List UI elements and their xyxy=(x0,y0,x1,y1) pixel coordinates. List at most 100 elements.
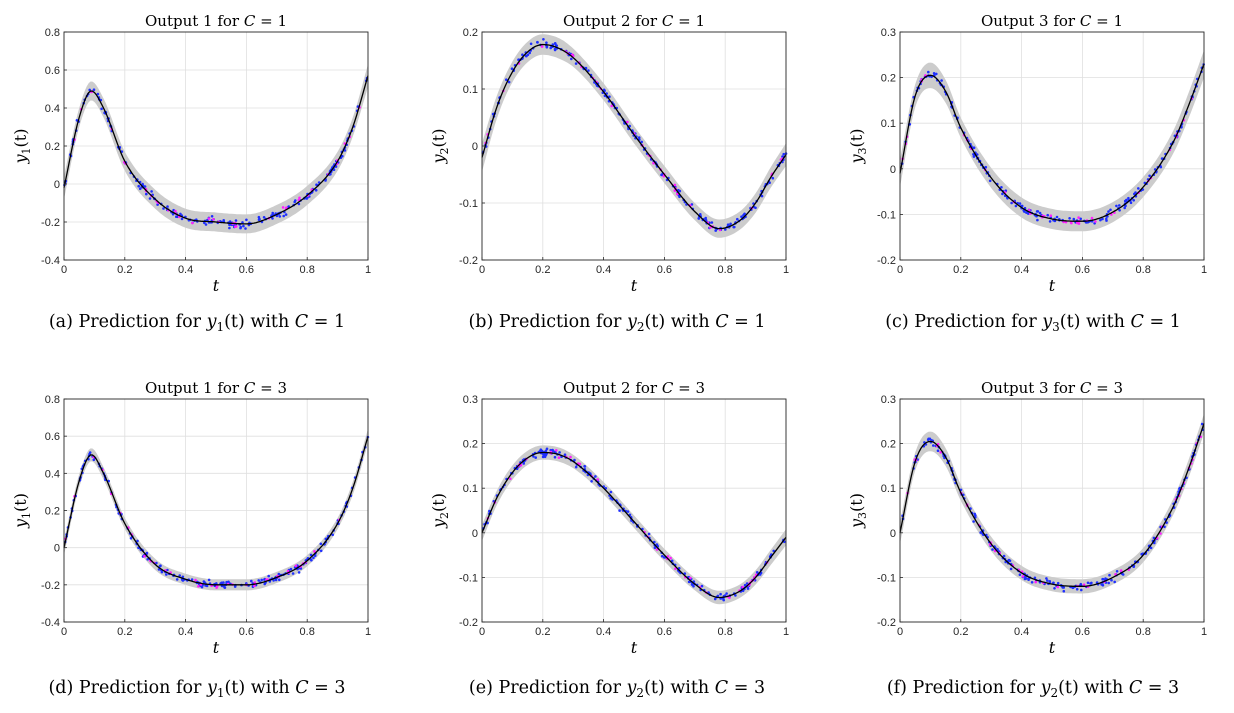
plot-area xyxy=(482,399,786,622)
subplot-title: Output 3 for C = 3 xyxy=(981,379,1123,397)
x-tick-label: 0 xyxy=(479,626,485,638)
observation-point xyxy=(1137,187,1140,190)
observation-point xyxy=(88,451,92,454)
x-axis-label: t xyxy=(1049,276,1056,295)
observation-point xyxy=(729,222,732,226)
observation-point xyxy=(92,458,96,462)
y-tick-label: -0.1 xyxy=(877,572,896,584)
observation-point xyxy=(159,564,162,567)
observation-point xyxy=(291,572,295,575)
observation-point xyxy=(710,221,714,224)
observation-point xyxy=(250,579,253,583)
mean-prediction-line xyxy=(63,436,369,586)
confidence-band xyxy=(900,413,1204,594)
observation-point xyxy=(129,537,133,540)
test-point xyxy=(207,217,211,220)
observation-point xyxy=(507,80,511,84)
x-tick-label: 0.6 xyxy=(657,626,672,638)
test-point xyxy=(1056,585,1060,589)
test-point xyxy=(689,576,692,580)
test-point xyxy=(674,567,677,570)
test-point xyxy=(1090,216,1094,220)
observation-point xyxy=(166,205,169,208)
test-point xyxy=(174,209,177,213)
observation-point xyxy=(1123,199,1127,203)
observation-point xyxy=(534,456,537,459)
y-tick-label: 0.8 xyxy=(45,27,60,39)
y-tick-label: 0 xyxy=(54,179,60,191)
mean-prediction-line xyxy=(481,43,787,230)
observation-point xyxy=(257,579,261,582)
observation-point xyxy=(740,215,743,218)
observation-point xyxy=(239,225,242,229)
observation-point xyxy=(647,532,651,536)
x-tick-label: 0 xyxy=(479,264,485,276)
x-tick-label: 0 xyxy=(897,626,903,638)
observation-point xyxy=(312,556,315,560)
observation-point xyxy=(178,574,181,577)
x-axis-label: t xyxy=(213,276,220,295)
observation-point xyxy=(700,584,704,588)
observation-point xyxy=(540,449,544,453)
test-point xyxy=(281,206,285,209)
y-axis-label: y2(t) xyxy=(429,493,451,529)
observation-point xyxy=(940,79,943,82)
test-point xyxy=(718,228,722,232)
observation-point xyxy=(1118,204,1121,207)
observation-point xyxy=(180,217,184,221)
observation-point xyxy=(257,215,261,219)
y-tick-label: -0.2 xyxy=(459,255,478,267)
observation-point xyxy=(1062,589,1066,593)
test-point xyxy=(676,192,679,196)
observation-point xyxy=(274,578,278,582)
x-tick-label: 1 xyxy=(365,626,371,638)
observation-point xyxy=(176,215,179,219)
y-axis-label: y1(t) xyxy=(11,493,33,529)
observation-point xyxy=(145,192,148,196)
y-tick-label: -0.2 xyxy=(877,617,896,629)
test-point xyxy=(673,183,677,187)
observation-point xyxy=(278,215,282,218)
y-tick-label: 0 xyxy=(890,528,896,540)
observation-point xyxy=(1148,174,1151,178)
observation-point xyxy=(138,187,142,191)
x-tick-label: 1 xyxy=(783,626,789,638)
observation-point xyxy=(590,480,593,483)
observation-point xyxy=(545,41,548,44)
observation-point xyxy=(257,218,261,221)
observation-point xyxy=(772,549,775,553)
observation-point xyxy=(782,152,785,156)
observation-point xyxy=(272,579,275,582)
observation-point xyxy=(1071,586,1075,589)
observation-point xyxy=(287,205,291,208)
observation-point xyxy=(1056,581,1060,585)
observation-point xyxy=(204,223,208,226)
observation-point xyxy=(319,542,323,546)
observation-point xyxy=(277,572,281,576)
observation-point xyxy=(1068,217,1071,220)
observation-point xyxy=(228,220,232,223)
observation-point xyxy=(171,212,175,216)
x-tick-label: 0.8 xyxy=(718,626,733,638)
observation-point xyxy=(1107,210,1110,213)
subplot-c: 0 0.2 0.4 0.6 0.8 1 -0.2 -0.1 0 0.1 0.2 0.3 Output 3… xyxy=(847,12,1207,334)
observation-point xyxy=(297,202,301,206)
subplot-e: 0 0.2 0.4 0.6 0.8 1 -0.2 -0.1 0 0.1 0.2 0.3 Output 2… xyxy=(429,379,789,700)
observation-point xyxy=(653,546,657,550)
y-tick-label: 0.6 xyxy=(45,65,60,77)
test-point xyxy=(741,585,744,589)
test-point xyxy=(253,584,256,588)
y-tick-label: -0.2 xyxy=(41,217,60,229)
observation-point xyxy=(1115,204,1118,208)
observation-point xyxy=(553,455,557,459)
observation-point xyxy=(1053,587,1056,590)
y-tick-label: 0 xyxy=(472,141,478,153)
test-point xyxy=(626,120,629,124)
observation-point xyxy=(927,70,930,74)
observation-point xyxy=(594,475,597,478)
x-tick-label: 0.4 xyxy=(178,264,193,276)
observation-point xyxy=(175,578,179,581)
observation-point xyxy=(661,554,664,558)
observation-point xyxy=(545,45,549,49)
y-tick-label: -0.4 xyxy=(41,617,60,629)
